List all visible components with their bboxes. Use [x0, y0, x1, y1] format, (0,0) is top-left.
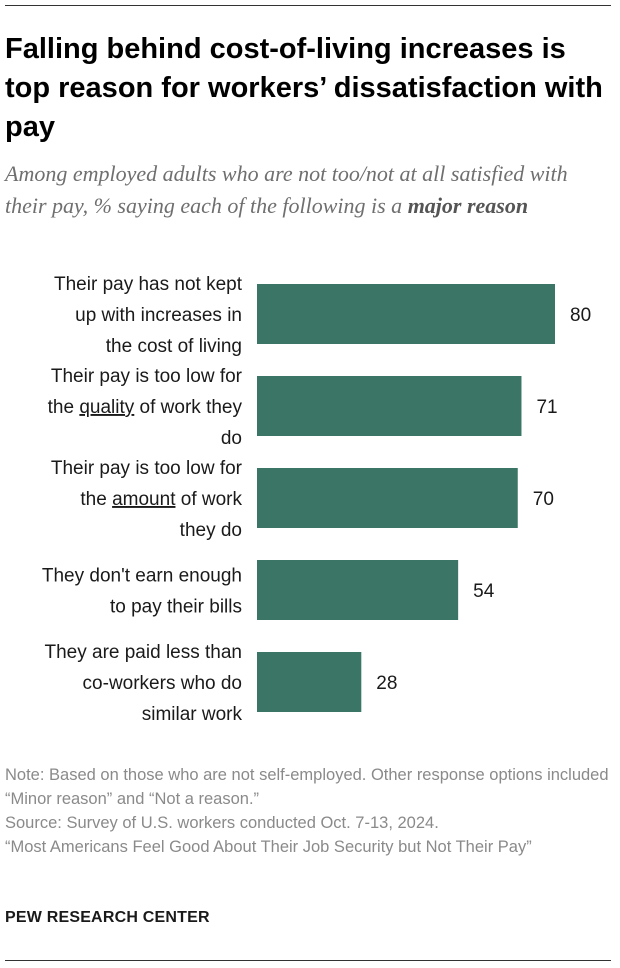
subtitle-emphasis: major reason: [407, 193, 529, 218]
value-labels: 80 71 70 54 28: [376, 305, 591, 694]
source-text: Source: Survey of U.S. workers conducted…: [5, 814, 439, 832]
bottom-rule: [5, 960, 611, 961]
brand-logo-text: PEW RESEARCH CENTER: [5, 909, 210, 926]
subtitle-text: Among employed adults who are not too/no…: [5, 161, 568, 218]
report-title: “Most Americans Feel Good About Their Jo…: [5, 838, 532, 856]
value-label-3: 70: [533, 489, 554, 510]
value-label-5: 28: [376, 673, 397, 694]
category-label-4: They don't earn enough to pay their bills: [42, 566, 242, 618]
category-label-2: Their pay is too low for the quality of w…: [48, 366, 243, 449]
bar-5: [257, 652, 362, 712]
category-labels: Their pay has not kept up with increases …: [42, 274, 243, 725]
value-label-2: 71: [536, 397, 557, 418]
note-text: Note: Based on those who are not self-em…: [5, 766, 609, 808]
value-label-1: 80: [570, 305, 591, 326]
bar-3: [257, 468, 518, 528]
category-label-1: Their pay has not kept up with increases …: [54, 274, 243, 357]
category-label-5: They are paid less than co-workers who do…: [44, 642, 242, 725]
top-rule: [5, 5, 611, 6]
category-label-3: Their pay is too low for the amount of wo…: [51, 458, 243, 541]
bars: [257, 284, 555, 712]
chart-subtitle: Among employed adults who are not too/no…: [5, 158, 613, 222]
value-label-4: 54: [473, 581, 495, 602]
bar-chart: Their pay has not kept up with increases …: [42, 274, 591, 725]
bar-2: [257, 376, 522, 436]
chart-notes: Note: Based on those who are not self-em…: [5, 763, 611, 859]
chart-title: Falling behind cost-of-living increases …: [5, 33, 603, 143]
bar-1: [257, 284, 555, 344]
bar-4: [257, 560, 459, 620]
